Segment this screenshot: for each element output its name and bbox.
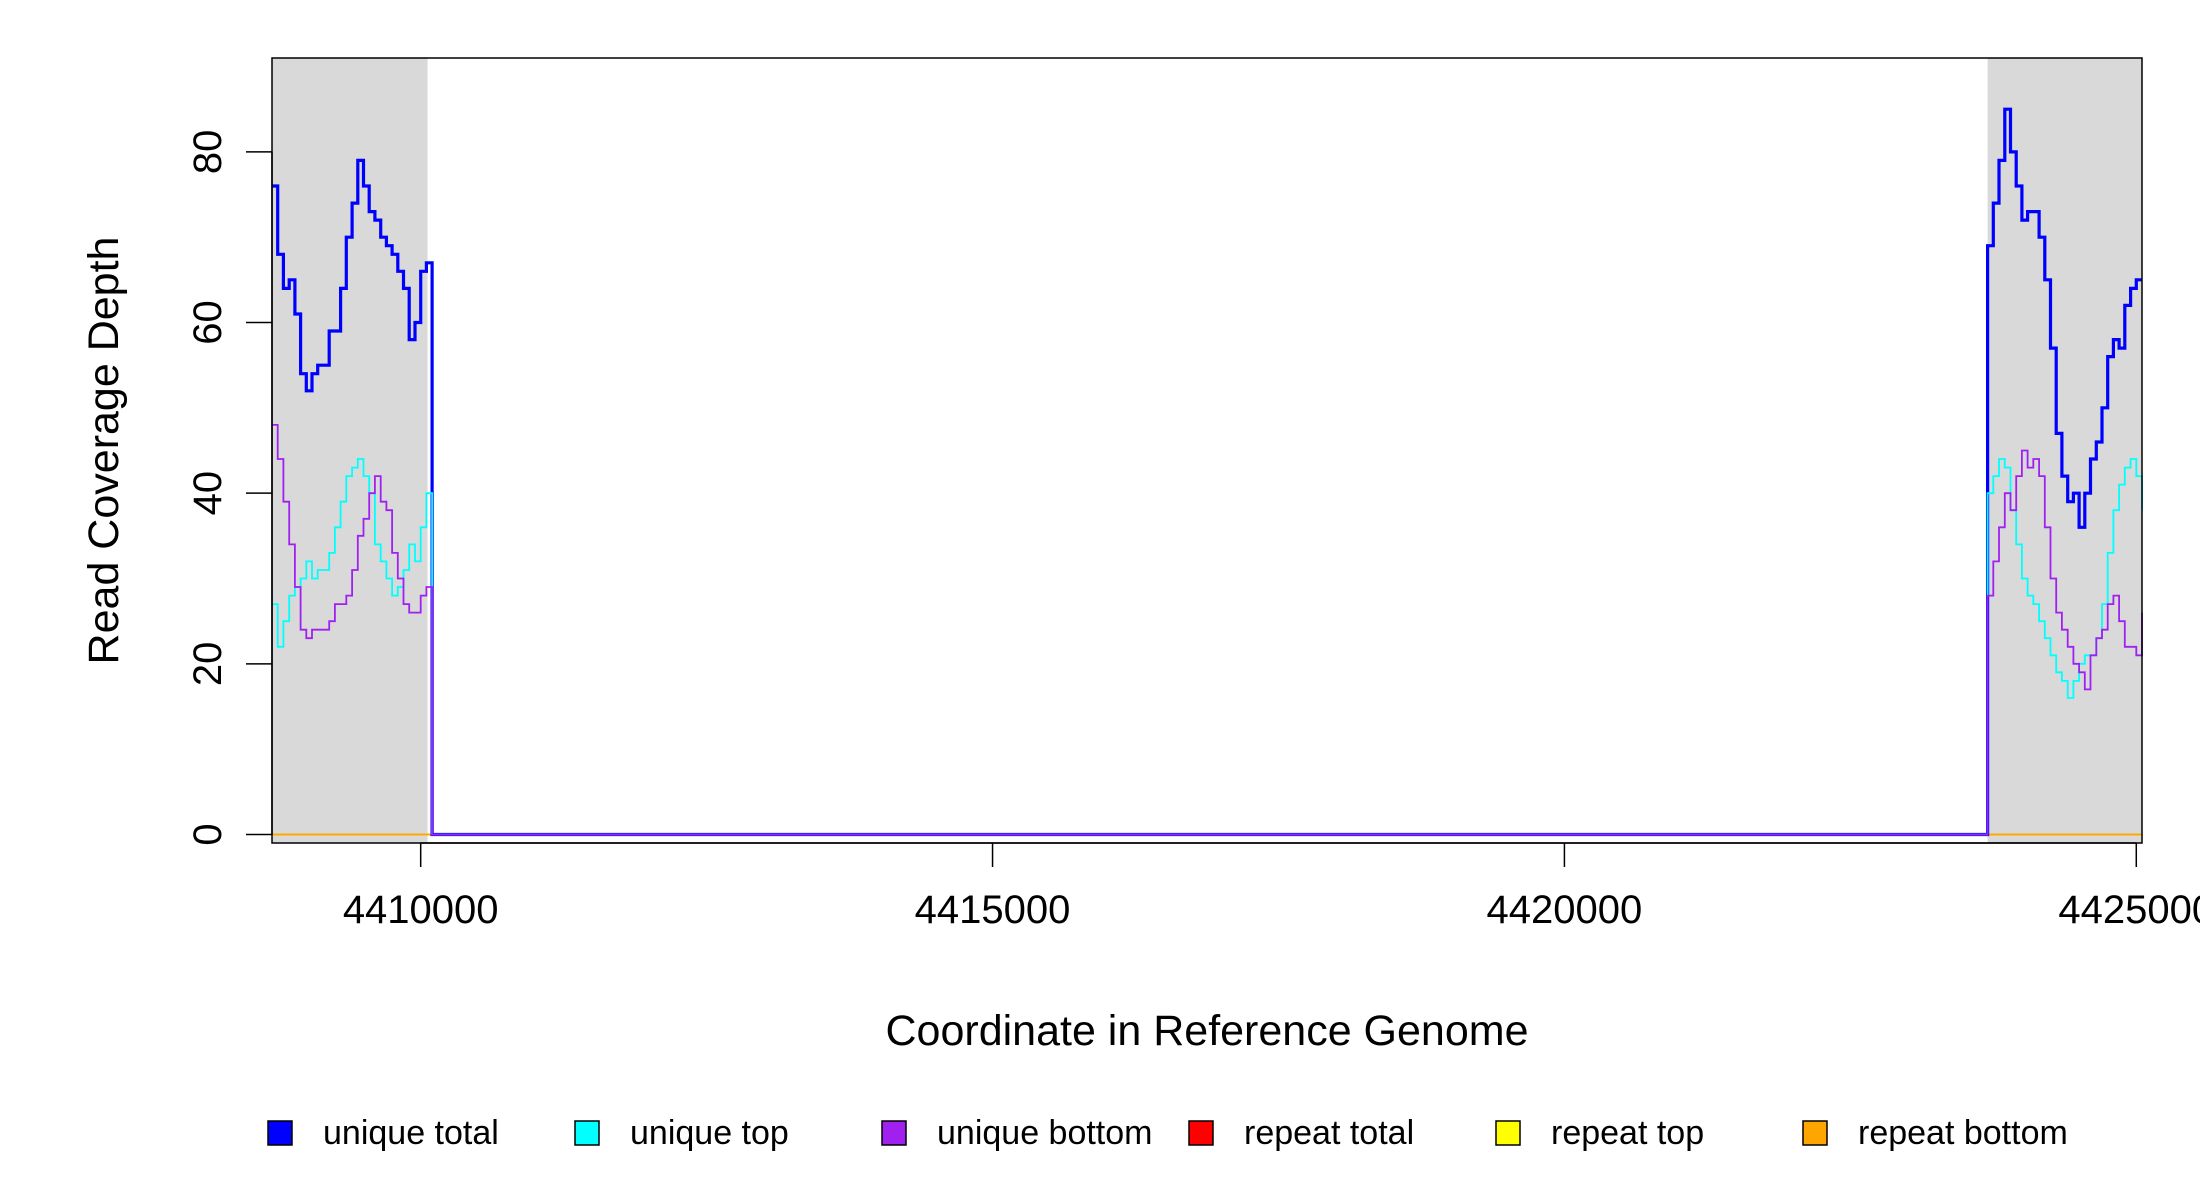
series-lines — [272, 107, 2143, 837]
y-tick-label: 80 — [186, 130, 230, 175]
legend-swatch — [881, 1120, 907, 1146]
legend-swatch — [1188, 1120, 1214, 1146]
x-tick-label: 4425000 — [2058, 888, 2200, 932]
shaded-regions — [272, 58, 2142, 843]
y-tick-label: 0 — [186, 823, 230, 845]
x-tick-label: 4410000 — [343, 888, 499, 932]
y-axis-title: Read Coverage Depth — [80, 237, 128, 665]
legend: unique total unique top unique bottom repea… — [267, 1114, 2068, 1152]
legend-label: repeat bottom — [1858, 1114, 2068, 1152]
y-tick-label: 40 — [186, 471, 230, 516]
legend-label: unique total — [323, 1114, 499, 1152]
series-line-unique-total — [272, 107, 2142, 837]
legend-label: unique top — [630, 1114, 789, 1152]
shaded-region-1 — [272, 58, 428, 843]
legend-swatch — [267, 1120, 293, 1146]
shaded-region-2 — [1987, 58, 2142, 843]
y-tick-label: 20 — [186, 642, 230, 687]
series-line-unique-top — [272, 458, 2143, 836]
x-tick-label: 4420000 — [1487, 888, 1643, 932]
y-axis: 0 20 40 60 80 — [186, 130, 273, 846]
plot-frame — [271, 57, 2143, 844]
x-axis: 4410000 4415000 4420000 4425000 — [343, 842, 2200, 932]
legend-swatch — [574, 1120, 600, 1146]
legend-swatch — [1802, 1120, 1828, 1146]
x-axis-title: Coordinate in Reference Genome — [886, 1007, 1529, 1055]
series-line-unique-bottom — [272, 424, 2143, 836]
y-tick-label: 60 — [186, 300, 230, 345]
legend-label: repeat total — [1244, 1114, 1414, 1152]
legend-swatch — [1495, 1120, 1521, 1146]
legend-label: repeat top — [1551, 1114, 1704, 1152]
x-tick-label: 4415000 — [915, 888, 1071, 932]
legend-label: unique bottom — [937, 1114, 1153, 1152]
